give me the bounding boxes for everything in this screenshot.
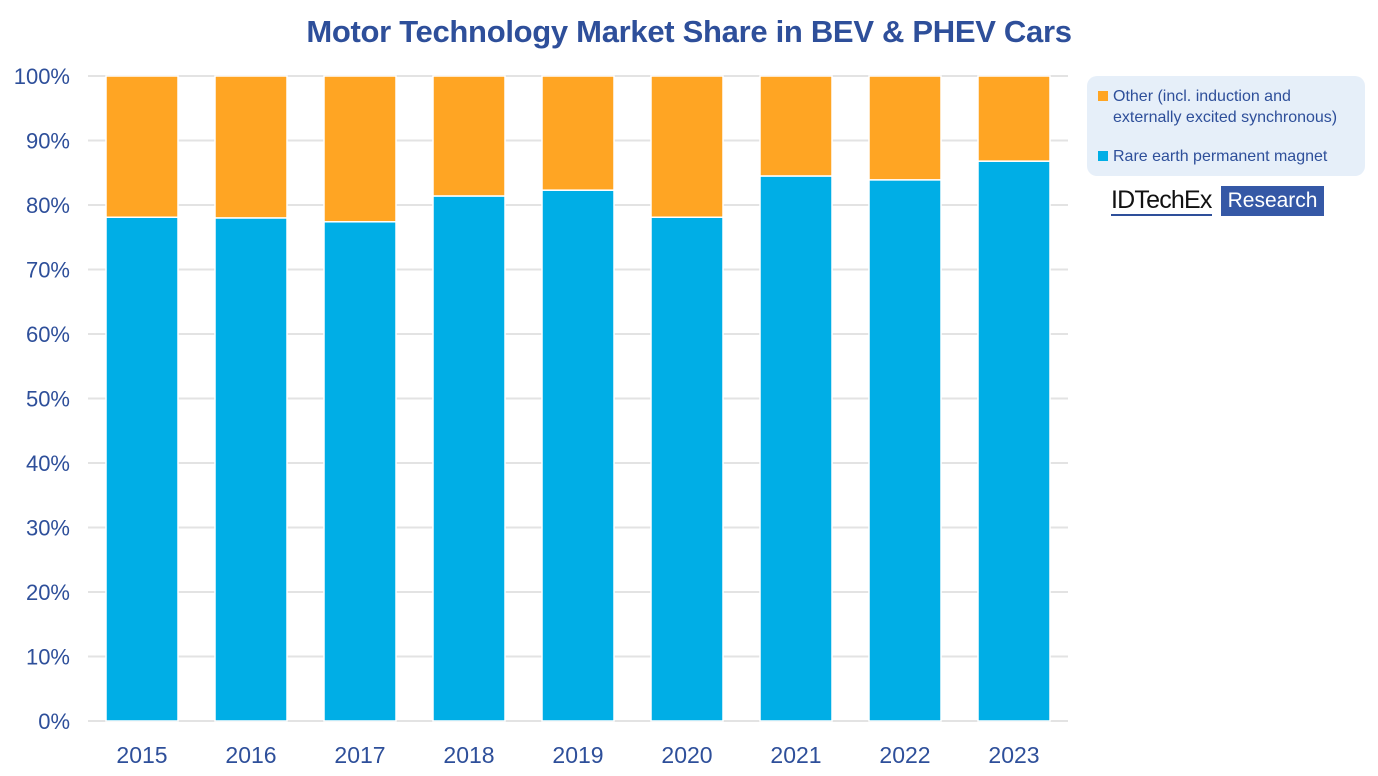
- y-tick-label: 0%: [38, 709, 70, 734]
- y-axis-tick-labels: 0% 10% 20% 30% 40% 50% 60% 70% 80% 90% 100%: [14, 64, 70, 734]
- bar-segment-rare-earth: [650, 216, 724, 722]
- legend-item-rare-earth: Rare earth permanent magnet: [1098, 146, 1327, 167]
- bar-segment-other: [650, 75, 724, 219]
- bar-segment-other: [541, 75, 615, 191]
- y-tick-label: 30%: [26, 516, 70, 541]
- x-tick-label: 2016: [225, 742, 276, 768]
- bar-segment-rare-earth: [432, 195, 506, 722]
- bars: [105, 75, 1051, 722]
- legend-swatch-other: [1098, 91, 1108, 101]
- legend-item-other: Other (incl. induction and externally ex…: [1098, 86, 1337, 128]
- bar-segment-rare-earth: [868, 179, 942, 722]
- brand-tag: Research: [1220, 186, 1325, 216]
- legend-swatch-rare-earth: [1098, 151, 1108, 161]
- brand-name: IDTechEx: [1111, 186, 1212, 216]
- x-tick-label: 2018: [443, 742, 494, 768]
- y-tick-label: 70%: [26, 258, 70, 283]
- x-tick-label: 2019: [552, 742, 603, 768]
- bar-segment-rare-earth: [541, 189, 615, 722]
- legend-label-other: Other (incl. induction and externally ex…: [1113, 88, 1338, 126]
- bar-segment-other: [977, 75, 1051, 162]
- y-tick-label: 80%: [26, 193, 70, 218]
- legend: Other (incl. induction and externally ex…: [1087, 76, 1365, 176]
- bar-segment-rare-earth: [977, 160, 1051, 722]
- x-tick-label: 2015: [116, 742, 167, 768]
- bar-segment-other: [868, 75, 942, 181]
- y-tick-label: 90%: [26, 129, 70, 154]
- bar-segment-rare-earth: [105, 216, 179, 722]
- legend-label-rare-earth: Rare earth permanent magnet: [1113, 148, 1328, 165]
- x-tick-label: 2021: [770, 742, 821, 768]
- bar-segment-other: [759, 75, 833, 177]
- x-tick-label: 2017: [334, 742, 385, 768]
- chart-title: Motor Technology Market Share in BEV & P…: [306, 14, 1072, 49]
- y-tick-label: 40%: [26, 451, 70, 476]
- bar-segment-rare-earth: [214, 217, 288, 722]
- x-tick-label: 2022: [879, 742, 930, 768]
- x-axis-tick-labels: 2015 2016 2017 2018 2019 2020 2021 2022 2023: [116, 742, 1039, 768]
- y-tick-label: 100%: [14, 64, 70, 89]
- bar-segment-other: [214, 75, 288, 219]
- bar-segment-other: [432, 75, 506, 197]
- x-tick-label: 2020: [661, 742, 712, 768]
- y-tick-label: 20%: [26, 580, 70, 605]
- bar-segment-other: [323, 75, 397, 223]
- bar-segment-rare-earth: [759, 175, 833, 722]
- idtechex-logo: IDTechEx Research: [1111, 185, 1325, 217]
- y-tick-label: 50%: [26, 387, 70, 412]
- x-tick-label: 2023: [988, 742, 1039, 768]
- bar-segment-other: [105, 75, 179, 219]
- y-tick-label: 60%: [26, 322, 70, 347]
- bar-segment-rare-earth: [323, 221, 397, 722]
- y-tick-label: 10%: [26, 645, 70, 670]
